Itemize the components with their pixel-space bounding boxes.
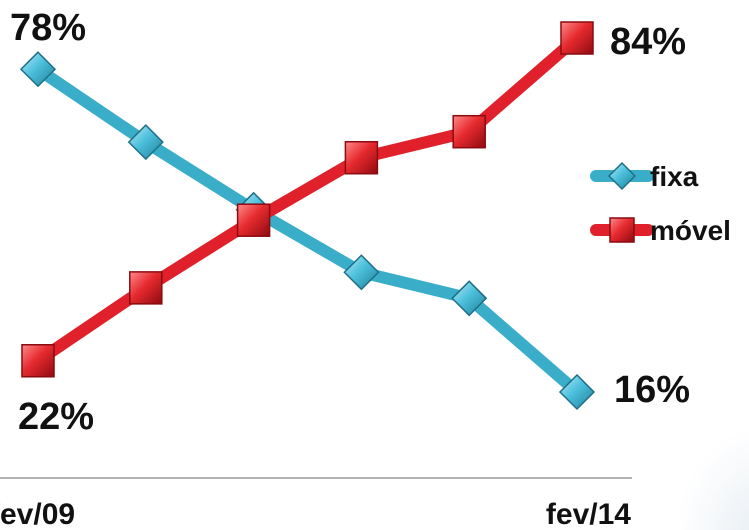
data-point-movel-5 (560, 21, 594, 55)
data-point-fixa-3 (343, 254, 380, 291)
data-point-movel-1 (129, 271, 163, 305)
data-label-movel-first: 22% (18, 396, 94, 438)
data-point-fixa-1 (127, 124, 164, 161)
series-line-fixa (32, 63, 583, 398)
series-fixa (19, 51, 596, 411)
legend-marker-movel (609, 217, 635, 243)
data-point-fixa-4 (451, 280, 488, 317)
legend-label-fixa: fixa (650, 161, 699, 192)
data-label-fixa-last: 16% (614, 369, 690, 411)
legend-marker-fixa (607, 161, 637, 191)
data-point-fixa-5 (558, 373, 596, 411)
data-label-movel-last: 84% (610, 21, 686, 63)
data-point-movel-2 (236, 203, 271, 237)
series-movel (21, 21, 594, 378)
series-line-movel (32, 32, 583, 367)
data-point-movel-3 (344, 140, 379, 175)
data-point-movel-4 (452, 114, 486, 149)
data-point-movel-0 (21, 344, 55, 378)
series-layer (19, 21, 596, 411)
legend-item-fixa: fixa (590, 161, 699, 192)
legend-item-movel: móvel (590, 215, 731, 246)
legend-label-movel: móvel (650, 215, 731, 246)
legend: fixa móvel (590, 161, 731, 246)
x-tick-label-1: fev/14 (546, 498, 631, 530)
data-label-fixa-first: 78% (10, 7, 86, 49)
data-point-fixa-0 (19, 51, 57, 88)
labels-layer: 78% 16% 22% 84% (10, 7, 690, 438)
x-axis-ticks: fev/09 fev/14 (0, 498, 631, 530)
x-tick-label-0: fev/09 (0, 498, 75, 530)
